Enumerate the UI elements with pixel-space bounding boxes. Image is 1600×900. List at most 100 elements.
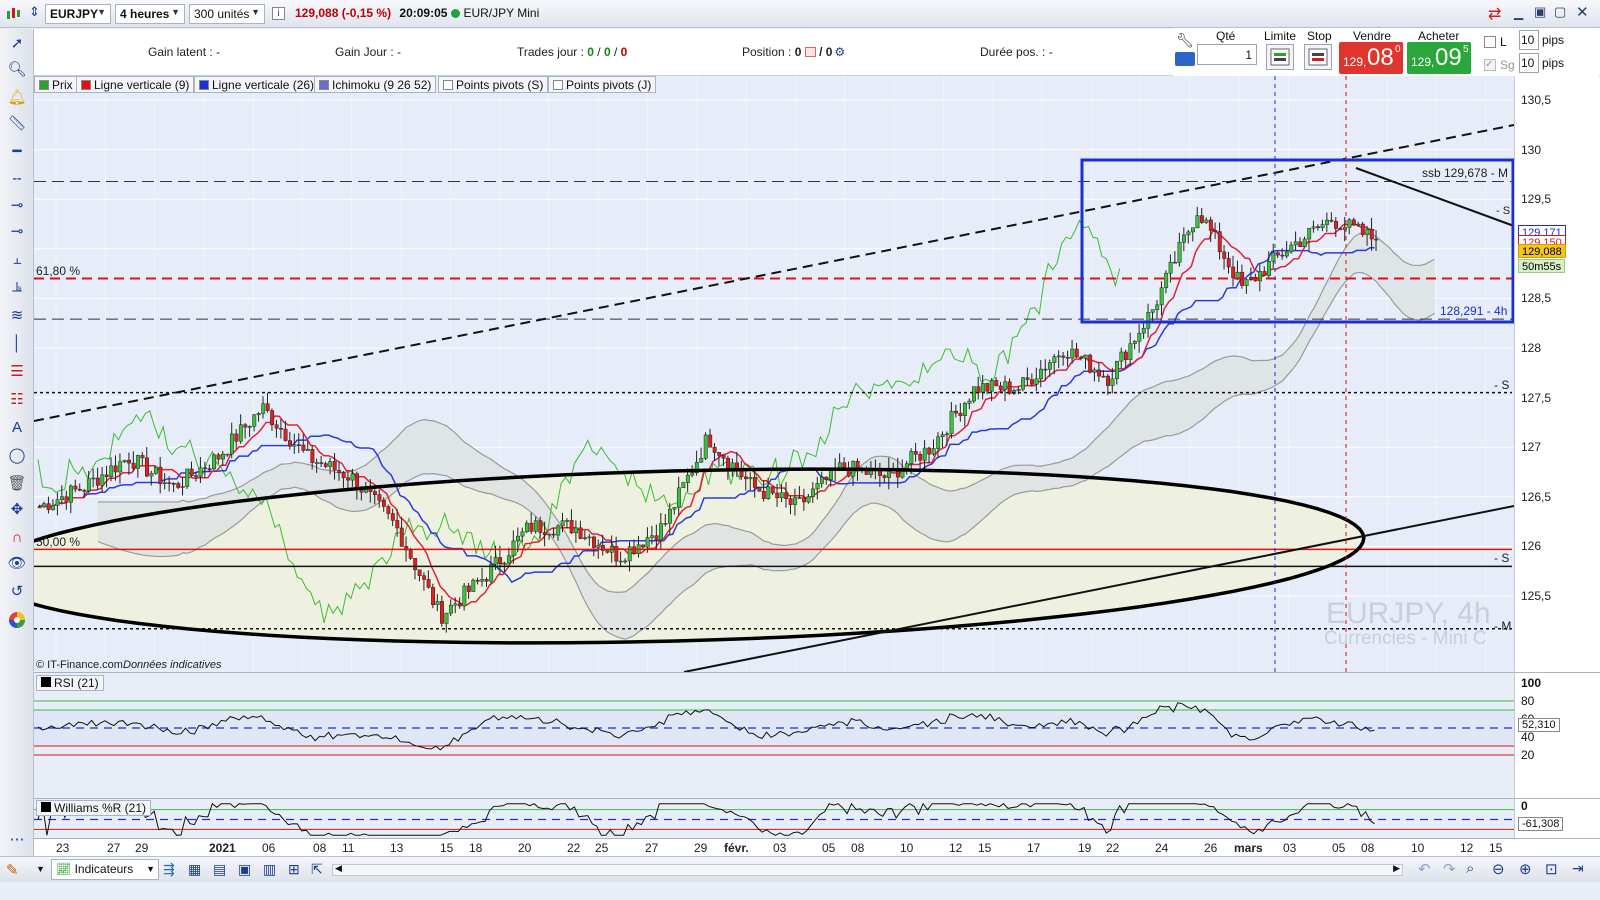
channel-icon[interactable]: ⫠ — [12, 251, 22, 268]
chevron-down-icon[interactable]: ▼ — [36, 864, 45, 874]
undo-icon[interactable]: ↺ — [10, 583, 24, 600]
alert-bell-icon[interactable]: 🔔︎ — [7, 89, 27, 106]
legend-item[interactable]: Points pivots (J) — [548, 76, 657, 93]
zoom-out-icon[interactable]: ⊖ — [1492, 861, 1505, 878]
ellipse-icon[interactable]: ◯ — [8, 447, 26, 464]
redo-icon[interactable]: ↷ — [1443, 861, 1456, 878]
candle — [551, 533, 556, 536]
legend-item[interactable]: Prix — [34, 76, 78, 93]
chart-type-icon[interactable] — [6, 6, 20, 20]
candle — [1374, 238, 1379, 241]
minimize-icon[interactable]: ▁ — [1514, 6, 1524, 20]
price-chart[interactable]: EURJPY, 4h Currencies - Mini C © IT-Fina… — [34, 76, 1514, 672]
rsi-panel[interactable]: RSI (21) — [34, 672, 1514, 798]
restore-icon[interactable]: ▣ — [1534, 4, 1547, 19]
candle — [739, 470, 744, 478]
quantity-value: 1 — [1245, 48, 1252, 62]
pencil-icon[interactable]: ✎ — [6, 862, 19, 879]
pips-input-1[interactable]: 10 — [1519, 30, 1539, 50]
time-tick: 25 — [595, 841, 609, 855]
parallel-channel-icon[interactable]: ⫡ — [11, 279, 22, 296]
legend-item[interactable]: Ligne verticale (9) — [76, 76, 195, 93]
line-tool-icon[interactable]: ⊸ — [10, 223, 24, 240]
trash-icon[interactable]: 🗑︎ — [7, 475, 27, 492]
l-checkbox[interactable] — [1484, 36, 1496, 48]
zoom-in-icon[interactable]: ⊕ — [1519, 861, 1532, 878]
candle — [310, 449, 315, 463]
stop-button[interactable] — [1304, 44, 1332, 70]
time-tick: 18 — [469, 841, 483, 855]
compare-icon[interactable]: ⊞ — [288, 861, 300, 877]
williams-panel[interactable]: Williams %R (21) — [34, 798, 1514, 838]
settings-icon[interactable]: ⚙ — [834, 45, 846, 59]
time-tick: 23 — [56, 841, 70, 855]
calculator-icon[interactable]: ▤ — [213, 861, 227, 877]
horizontal-segment-icon[interactable]: ╌ — [12, 171, 22, 188]
sort-icon[interactable]: ⇕ — [29, 4, 40, 19]
export-icon[interactable]: ⇱ — [311, 861, 323, 877]
candle — [1334, 220, 1338, 229]
eye-icon[interactable]: 👁︎ — [7, 555, 27, 572]
sg-checkbox[interactable]: ✓ — [1484, 59, 1496, 71]
maximize-icon[interactable]: ▢ — [1554, 4, 1567, 19]
quantity-select[interactable]: 300 unités ▼ — [189, 4, 265, 24]
pips-input-2[interactable]: 10 — [1519, 53, 1539, 73]
buy-button[interactable]: 129, 09 5 — [1407, 42, 1471, 74]
close-icon[interactable]: ✕ — [1576, 4, 1589, 21]
candle — [748, 477, 753, 480]
candle — [1217, 231, 1222, 253]
rsi-title[interactable]: RSI (21) — [36, 675, 104, 691]
candle — [113, 465, 118, 473]
template-icon[interactable]: ▥ — [263, 861, 277, 877]
keypad-icon[interactable] — [1175, 52, 1195, 66]
drawing-toolbar: ➚ 🔍︎ 🔔︎ 📏︎ ━ ╌ ⊸ ⊸ ⫠ ⫡ ≋ │ ☰ ☷ A ◯ 🗑︎ ✥ … — [0, 29, 34, 872]
candle — [283, 428, 288, 441]
vertical-line-icon[interactable]: │ — [12, 335, 22, 352]
scroll-left-icon[interactable]: ◀ — [335, 863, 342, 873]
move-icon[interactable]: ✥ — [10, 501, 24, 518]
candle — [1356, 223, 1361, 226]
scroll-right-icon[interactable]: ▶ — [1393, 863, 1400, 873]
color-wheel-icon[interactable] — [5, 609, 29, 631]
indicators-button[interactable]: 📈︎ Indicateurs ▼ — [51, 859, 159, 880]
ray-icon[interactable]: ⊸ — [10, 197, 24, 214]
zoom-reset-icon[interactable]: ⊡ — [1545, 861, 1558, 878]
zoom-icon[interactable]: 🔍︎ — [7, 61, 27, 78]
candle — [1360, 223, 1365, 235]
share-icon[interactable]: ⇶ — [163, 861, 175, 877]
candle — [600, 545, 605, 551]
legend-item[interactable]: Ligne verticale (26) — [194, 76, 320, 93]
limite-button[interactable] — [1266, 44, 1294, 70]
wrench-icon[interactable]: 🔧︎ — [1176, 32, 1194, 48]
period-select[interactable]: 4 heures ▼ — [115, 4, 185, 24]
screenshot-icon[interactable]: ▣ — [238, 861, 252, 877]
info-icon[interactable]: i — [272, 7, 285, 20]
text-tool-icon[interactable]: A — [11, 419, 22, 436]
legend-item[interactable]: Ichimoku (9 26 52) — [314, 76, 437, 93]
scroll-end-icon[interactable]: ⇥ — [1572, 860, 1584, 876]
candle — [426, 579, 431, 588]
zoom-fit-icon[interactable]: ⌕ — [1466, 860, 1475, 877]
horizontal-scrollbar[interactable]: ◀ ▶ — [332, 863, 1403, 876]
fibonacci-icon[interactable]: ≋ — [10, 307, 24, 324]
undo-icon[interactable]: ↶ — [1418, 861, 1431, 878]
horizontal-line-icon[interactable]: ━ — [12, 143, 22, 160]
more-tools-icon[interactable]: ⋯ — [9, 831, 25, 848]
williams-title[interactable]: Williams %R (21) — [36, 800, 152, 816]
symbol-select[interactable]: EURJPY ▼ — [45, 4, 111, 24]
quantity-input[interactable]: 1 — [1197, 44, 1257, 65]
candle — [904, 463, 909, 469]
fib-retracement-icon[interactable]: ☰ — [10, 363, 24, 380]
candle — [578, 527, 583, 539]
fib-extension-icon[interactable]: ☷ — [10, 391, 24, 408]
sell-button[interactable]: 129, 08 0 — [1339, 42, 1403, 74]
cursor-icon[interactable]: ➚ — [10, 35, 24, 52]
position-label: Position : — [742, 45, 792, 59]
legend-item[interactable]: Points pivots (S) — [438, 76, 549, 93]
trade-arrows-icon[interactable]: ⇄ — [1488, 6, 1502, 23]
magnet-icon[interactable]: ∩ — [11, 529, 23, 546]
candle — [560, 520, 565, 527]
candle — [198, 467, 203, 477]
calendar-icon[interactable]: ▦ — [188, 861, 202, 877]
ruler-icon[interactable]: 📏︎ — [7, 115, 27, 132]
